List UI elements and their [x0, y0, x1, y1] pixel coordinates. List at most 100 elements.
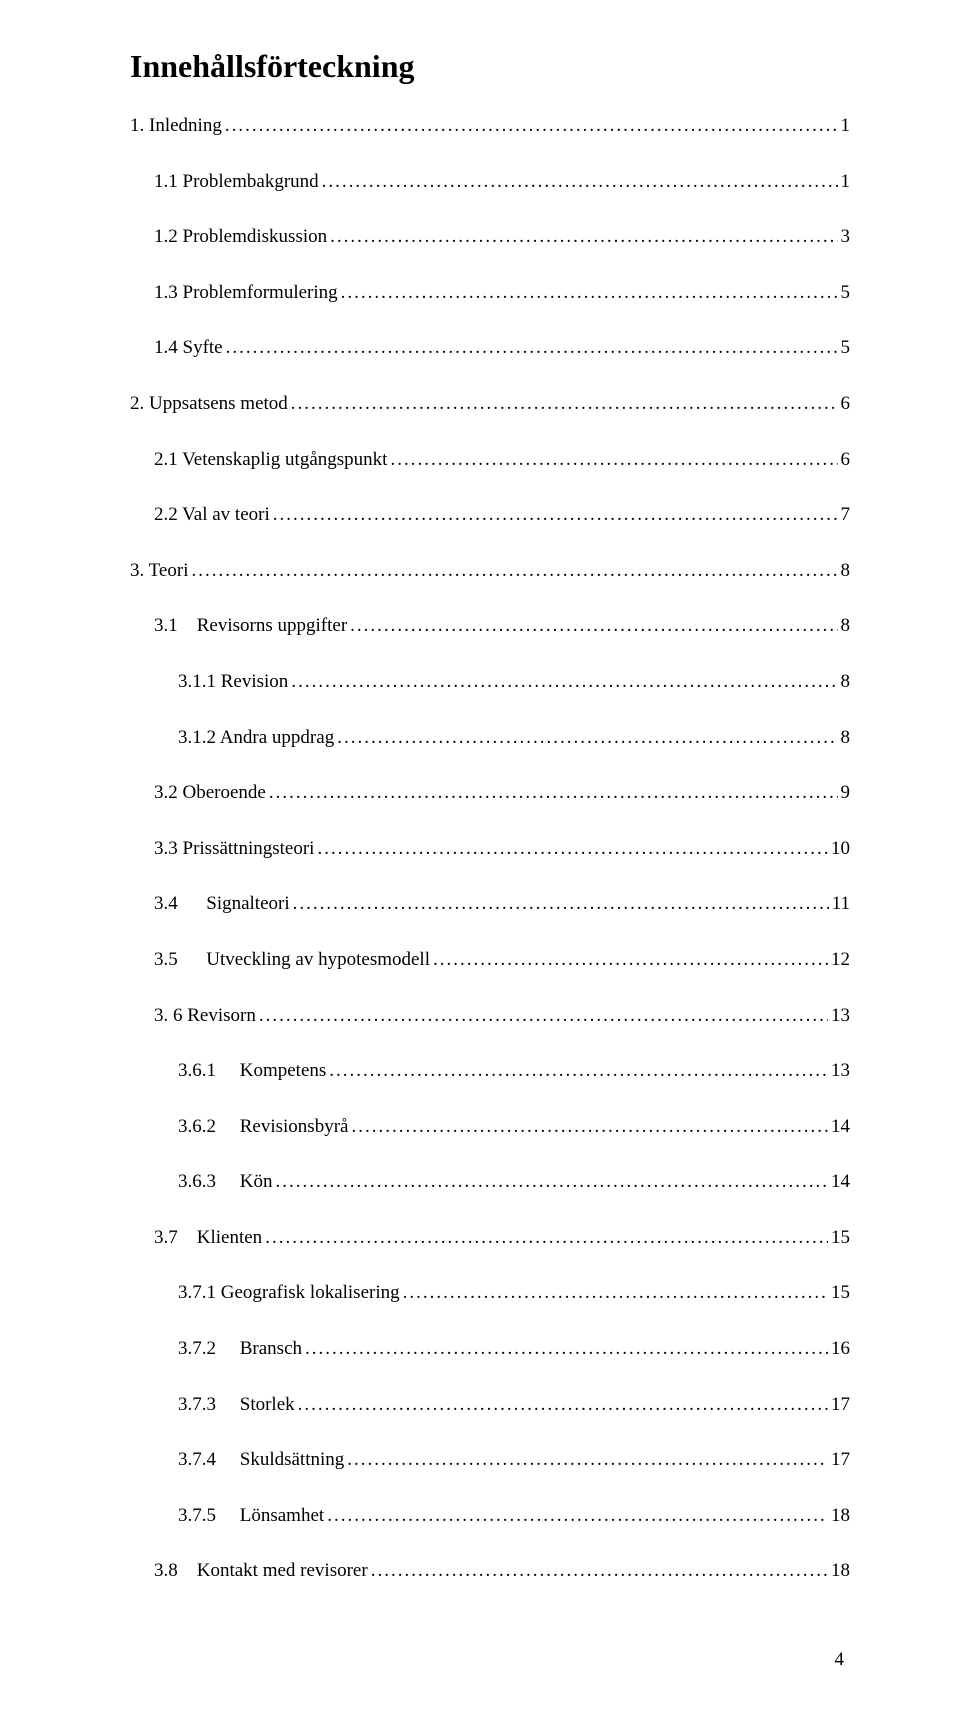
- toc-entry-label: 3.1.1 Revision: [130, 669, 288, 696]
- toc-leader-dots: [298, 1392, 828, 1419]
- toc-entry: 3.4 Signalteori 11: [130, 891, 850, 918]
- toc-entry-page: 11: [832, 891, 850, 918]
- toc-entry: 3.7.1 Geografisk lokalisering 15: [130, 1280, 850, 1307]
- toc-entry: 3. 6 Revisorn 13: [130, 1003, 850, 1030]
- toc-entry: 3.7.3 Storlek 17: [130, 1392, 850, 1419]
- toc-leader-dots: [322, 169, 838, 196]
- toc-entry: 1. Inledning 1: [130, 113, 850, 140]
- toc-entry-page: 18: [831, 1558, 850, 1585]
- toc-leader-dots: [273, 502, 838, 529]
- toc-leader-dots: [191, 558, 837, 585]
- toc-entry: 3.7.5 Lönsamhet 18: [130, 1503, 850, 1530]
- toc-entry-page: 14: [831, 1114, 850, 1141]
- toc-entry-label: 3.7.4 Skuldsättning: [130, 1447, 344, 1474]
- toc-entry: 2.1 Vetenskaplig utgångspunkt 6: [130, 447, 850, 474]
- toc-entry-page: 1: [841, 169, 851, 196]
- toc-entry-label: 1.3 Problemformulering: [130, 280, 338, 307]
- toc-entry-label: 3.6.1 Kompetens: [130, 1058, 326, 1085]
- toc-leader-dots: [350, 613, 837, 640]
- toc-leader-dots: [265, 1225, 828, 1252]
- toc-entry: 3.7 Klienten 15: [130, 1225, 850, 1252]
- toc-leader-dots: [226, 335, 838, 362]
- toc-leader-dots: [269, 780, 838, 807]
- toc-leader-dots: [275, 1169, 828, 1196]
- toc-entry-label: 3.1 Revisorns uppgifter: [130, 613, 347, 640]
- toc-entry: 3.3 Prissättningsteori 10: [130, 836, 850, 863]
- toc-leader-dots: [371, 1558, 828, 1585]
- toc-entry-page: 15: [831, 1225, 850, 1252]
- toc-entry-label: 1.2 Problemdiskussion: [130, 224, 327, 251]
- toc-entry: 3.7.4 Skuldsättning 17: [130, 1447, 850, 1474]
- toc-entry-page: 3: [841, 224, 851, 251]
- toc-leader-dots: [327, 1503, 828, 1530]
- toc-entry-label: 2. Uppsatsens metod: [130, 391, 288, 418]
- toc-entry-label: 3.7 Klienten: [130, 1225, 262, 1252]
- toc-entry-page: 8: [841, 669, 851, 696]
- toc-entry: 1.4 Syfte 5: [130, 335, 850, 362]
- toc-entry-page: 5: [841, 335, 851, 362]
- toc-leader-dots: [259, 1003, 828, 1030]
- toc-leader-dots: [351, 1114, 828, 1141]
- toc-entry-label: 3.4 Signalteori: [130, 891, 290, 918]
- toc-entry-label: 3.7.2 Bransch: [130, 1336, 302, 1363]
- toc-entry: 3.6.1 Kompetens 13: [130, 1058, 850, 1085]
- toc-leader-dots: [347, 1447, 828, 1474]
- toc-entry: 3.8 Kontakt med revisorer 18: [130, 1558, 850, 1585]
- toc-entry-label: 2.2 Val av teori: [130, 502, 270, 529]
- toc-entry-page: 13: [831, 1058, 850, 1085]
- toc-entry-page: 18: [831, 1503, 850, 1530]
- toc-entry-label: 3.1.2 Andra uppdrag: [130, 725, 334, 752]
- toc-entry-label: 3.7.1 Geografisk lokalisering: [130, 1280, 400, 1307]
- toc-entry: 3.1.2 Andra uppdrag 8: [130, 725, 850, 752]
- toc-leader-dots: [341, 280, 838, 307]
- toc-leader-dots: [329, 1058, 828, 1085]
- toc-entry-label: 3.7.3 Storlek: [130, 1392, 295, 1419]
- toc-entry: 3.5 Utveckling av hypotesmodell 12: [130, 947, 850, 974]
- toc-entry-label: 2.1 Vetenskaplig utgångspunkt: [130, 447, 387, 474]
- toc-entry-page: 14: [831, 1169, 850, 1196]
- toc-entry-label: 3.6.2 Revisionsbyrå: [130, 1114, 348, 1141]
- page-number-footer: 4: [130, 1649, 850, 1671]
- toc-entry-page: 6: [841, 391, 851, 418]
- toc-leader-dots: [317, 836, 828, 863]
- toc-entry-label: 3.6.3 Kön: [130, 1169, 272, 1196]
- toc-entry: 3.6.3 Kön 14: [130, 1169, 850, 1196]
- toc-entry-page: 8: [841, 613, 851, 640]
- toc-entry: 2. Uppsatsens metod 6: [130, 391, 850, 418]
- toc-leader-dots: [291, 391, 838, 418]
- toc-entry: 3.6.2 Revisionsbyrå 14: [130, 1114, 850, 1141]
- toc-entry-page: 8: [841, 558, 851, 585]
- toc-leader-dots: [291, 669, 837, 696]
- toc-entry-page: 17: [831, 1447, 850, 1474]
- toc-entry: 1.3 Problemformulering 5: [130, 280, 850, 307]
- toc-list: 1. Inledning 11.1 Problembakgrund 11.2 P…: [130, 113, 850, 1585]
- toc-leader-dots: [337, 725, 837, 752]
- toc-entry-page: 10: [831, 836, 850, 863]
- toc-heading: Innehållsförteckning: [130, 48, 850, 85]
- toc-entry-page: 12: [831, 947, 850, 974]
- toc-entry-page: 9: [841, 780, 851, 807]
- toc-leader-dots: [390, 447, 837, 474]
- toc-entry: 3.2 Oberoende 9: [130, 780, 850, 807]
- toc-leader-dots: [305, 1336, 828, 1363]
- toc-entry-label: 3. 6 Revisorn: [130, 1003, 256, 1030]
- toc-entry-label: 3. Teori: [130, 558, 188, 585]
- toc-entry-label: 3.8 Kontakt med revisorer: [130, 1558, 368, 1585]
- toc-entry-label: 1.4 Syfte: [130, 335, 223, 362]
- toc-entry-label: 1. Inledning: [130, 113, 222, 140]
- toc-entry: 3.1.1 Revision 8: [130, 669, 850, 696]
- toc-leader-dots: [433, 947, 828, 974]
- toc-entry: 3.1 Revisorns uppgifter 8: [130, 613, 850, 640]
- toc-entry-label: 3.2 Oberoende: [130, 780, 266, 807]
- toc-leader-dots: [225, 113, 838, 140]
- toc-entry-label: 3.5 Utveckling av hypotesmodell: [130, 947, 430, 974]
- toc-entry-page: 6: [841, 447, 851, 474]
- toc-entry: 1.2 Problemdiskussion 3: [130, 224, 850, 251]
- toc-entry-page: 5: [841, 280, 851, 307]
- toc-entry: 3. Teori 8: [130, 558, 850, 585]
- toc-entry-page: 17: [831, 1392, 850, 1419]
- toc-entry: 1.1 Problembakgrund 1: [130, 169, 850, 196]
- toc-entry-page: 7: [841, 502, 851, 529]
- toc-entry-label: 3.7.5 Lönsamhet: [130, 1503, 324, 1530]
- toc-entry-page: 8: [841, 725, 851, 752]
